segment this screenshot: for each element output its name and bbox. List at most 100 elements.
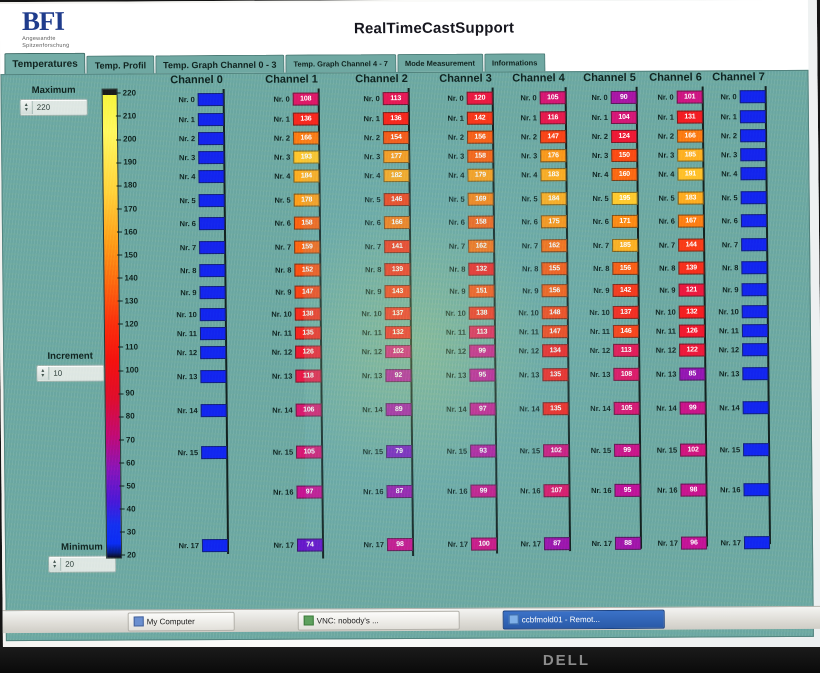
temperature-cell[interactable]: 102 — [385, 344, 412, 359]
temperature-cell[interactable]: 87 — [386, 484, 413, 499]
temperature-cell[interactable]: 136 — [292, 112, 319, 126]
temperature-cell[interactable] — [739, 90, 766, 104]
temperature-cell[interactable]: 144 — [678, 238, 705, 252]
temperature-cell[interactable]: 118 — [295, 369, 322, 383]
temperature-cell[interactable]: 152 — [294, 263, 321, 277]
temperature-cell[interactable]: 132 — [468, 262, 495, 276]
temperature-cell[interactable] — [743, 483, 770, 497]
temperature-cell[interactable]: 96 — [680, 536, 708, 550]
temperature-cell[interactable]: 97 — [469, 402, 496, 416]
temperature-cell[interactable]: 166 — [677, 129, 704, 143]
temperature-cell[interactable]: 113 — [382, 92, 409, 106]
temperature-cell[interactable]: 166 — [293, 131, 320, 145]
temperature-cell[interactable]: 92 — [385, 368, 412, 383]
temperature-cell[interactable]: 102 — [680, 443, 707, 457]
temperature-cell[interactable]: 79 — [386, 444, 413, 459]
temperature-cell[interactable]: 146 — [383, 193, 410, 207]
temperature-cell[interactable] — [741, 305, 768, 319]
temperature-cell[interactable]: 88 — [614, 536, 642, 550]
temperature-cell[interactable]: 135 — [542, 402, 569, 416]
temperature-cell[interactable]: 113 — [468, 325, 496, 339]
temperature-cell[interactable]: 121 — [678, 283, 705, 297]
temperature-cell[interactable] — [198, 131, 225, 146]
temperature-cell[interactable] — [743, 443, 770, 457]
temperature-cell[interactable]: 139 — [384, 262, 411, 277]
temperature-cell[interactable] — [742, 367, 769, 381]
temperature-cell[interactable] — [198, 169, 225, 184]
maximum-stepper-arrows[interactable]: ▲ ▼ — [20, 100, 33, 115]
tab-temperatures[interactable]: Temperatures — [4, 52, 86, 75]
temperature-cell[interactable]: 93 — [470, 444, 497, 458]
temperature-cell[interactable]: 158 — [293, 216, 320, 230]
temperature-cell[interactable]: 106 — [295, 403, 322, 417]
temperature-cell[interactable]: 150 — [611, 148, 638, 162]
temperature-cell[interactable]: 166 — [383, 216, 410, 230]
temperature-cell[interactable]: 99 — [679, 401, 706, 415]
temperature-cell[interactable]: 108 — [292, 92, 319, 106]
maximum-value[interactable]: 220 — [36, 102, 51, 112]
minimum-stepper-arrows[interactable]: ▲ ▼ — [49, 557, 62, 571]
temperature-cell[interactable]: 156 — [612, 261, 639, 275]
taskbar-button[interactable]: VNC: nobody's ... — [297, 610, 460, 631]
temperature-cell[interactable]: 104 — [610, 110, 637, 124]
temperature-cell[interactable] — [198, 150, 225, 165]
tab-temp-graph-channel-0-3[interactable]: Temp. Graph Channel 0 - 3 — [155, 54, 285, 74]
temperature-cell[interactable]: 184 — [293, 169, 320, 183]
temperature-cell[interactable]: 134 — [542, 344, 569, 358]
temperature-cell[interactable] — [200, 369, 227, 384]
temperature-cell[interactable]: 108 — [613, 367, 640, 381]
temperature-cell[interactable]: 95 — [614, 483, 641, 497]
temperature-cell[interactable]: 148 — [541, 306, 568, 320]
minimum-value[interactable]: 20 — [65, 559, 75, 569]
temperature-cell[interactable]: 139 — [678, 261, 705, 275]
temperature-cell[interactable]: 176 — [540, 149, 567, 163]
temperature-cell[interactable]: 183 — [677, 191, 704, 205]
temperature-cell[interactable]: 138 — [468, 306, 495, 320]
temperature-cell[interactable] — [201, 538, 229, 553]
temperature-cell[interactable]: 138 — [294, 307, 321, 321]
temperature-cell[interactable]: 185 — [612, 238, 639, 252]
temperature-cell[interactable]: 137 — [612, 305, 639, 319]
temperature-cell[interactable]: 162 — [468, 239, 495, 253]
temperature-cell[interactable]: 155 — [541, 262, 568, 276]
temperature-cell[interactable]: 99 — [470, 484, 497, 498]
temperature-cell[interactable]: 147 — [541, 325, 569, 339]
maximum-stepper[interactable]: ▲ ▼ 220 — [19, 98, 88, 117]
temperature-cell[interactable] — [740, 148, 767, 162]
temperature-cell[interactable]: 175 — [540, 215, 567, 229]
temperature-cell[interactable]: 142 — [466, 111, 493, 125]
temperature-cell[interactable]: 156 — [541, 284, 568, 298]
temperature-cell[interactable]: 195 — [611, 191, 638, 205]
temperature-cell[interactable]: 102 — [543, 444, 570, 458]
temperature-cell[interactable]: 162 — [541, 239, 568, 253]
temperature-cell[interactable] — [739, 110, 766, 124]
temperature-cell[interactable]: 178 — [293, 193, 320, 207]
temperature-cell[interactable]: 95 — [469, 368, 496, 382]
temperature-cell[interactable]: 183 — [540, 168, 567, 182]
temperature-cell[interactable]: 105 — [539, 91, 566, 105]
temperature-cell[interactable]: 113 — [613, 343, 640, 357]
temperature-cell[interactable] — [199, 240, 226, 255]
temperature-cell[interactable] — [199, 307, 226, 322]
temperature-cell[interactable] — [741, 283, 768, 297]
temperature-cell[interactable]: 151 — [468, 284, 495, 298]
temperature-cell[interactable]: 120 — [466, 91, 493, 105]
temperature-cell[interactable]: 137 — [384, 306, 411, 321]
temperature-cell[interactable]: 169 — [467, 192, 494, 206]
temperature-cell[interactable]: 154 — [383, 131, 410, 145]
temperature-cell[interactable]: 107 — [543, 484, 570, 498]
temperature-cell[interactable] — [200, 345, 227, 360]
temperature-cell[interactable] — [198, 193, 225, 208]
tab-temp-graph-channel-4-7[interactable]: Temp. Graph Channel 4 - 7 — [285, 54, 397, 73]
temperature-cell[interactable] — [741, 324, 769, 338]
temperature-cell[interactable]: 156 — [467, 130, 494, 144]
temperature-cell[interactable]: 193 — [293, 150, 320, 164]
temperature-cell[interactable]: 146 — [612, 324, 640, 338]
temperature-cell[interactable]: 160 — [611, 167, 638, 181]
taskbar-button[interactable]: ccbfmold01 - Remot... — [502, 609, 665, 630]
temperature-cell[interactable] — [199, 285, 226, 300]
temperature-cell[interactable]: 135 — [542, 368, 569, 382]
taskbar-button[interactable]: My Computer — [127, 611, 235, 631]
temperature-cell[interactable] — [742, 401, 769, 415]
temperature-cell[interactable]: 167 — [677, 214, 704, 228]
